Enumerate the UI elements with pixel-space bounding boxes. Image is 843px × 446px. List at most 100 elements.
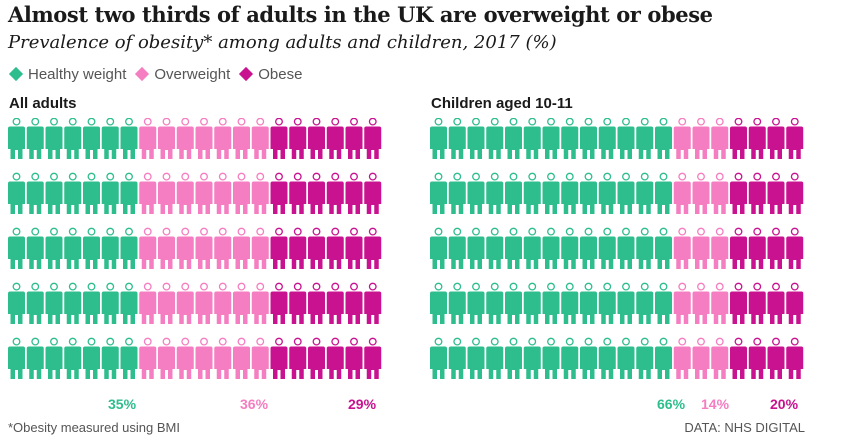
person-obese-56 <box>730 227 747 269</box>
person-healthy-45 <box>101 227 119 269</box>
person-overweight-87 <box>139 337 157 379</box>
person-obese-16 <box>308 118 325 159</box>
person-healthy-50 <box>617 227 635 269</box>
person-overweight-33 <box>673 172 691 214</box>
chart-title: Almost two thirds of adults in the UK ar… <box>8 2 713 27</box>
person-healthy-20 <box>8 172 25 214</box>
person-overweight-88 <box>158 337 175 379</box>
person-obese-57 <box>326 227 344 269</box>
person-healthy-41 <box>26 227 44 269</box>
person-obese-36 <box>730 172 747 214</box>
person-healthy-61 <box>448 282 466 324</box>
person-healthy-67 <box>561 282 579 324</box>
person-obese-99 <box>786 337 804 379</box>
person-healthy-65 <box>523 282 541 324</box>
person-healthy-49 <box>598 227 616 269</box>
person-healthy-90 <box>617 337 635 379</box>
person-healthy-5 <box>523 118 541 159</box>
person-healthy-21 <box>448 172 466 214</box>
person-obese-76 <box>308 282 325 324</box>
person-obese-78 <box>345 282 363 324</box>
children-overweight-pct: 14% <box>701 396 730 412</box>
person-healthy-10 <box>617 118 635 159</box>
person-obese-96 <box>308 337 325 379</box>
person-healthy-45 <box>523 227 541 269</box>
legend-item-obese: Obese <box>238 66 302 83</box>
person-overweight-14 <box>692 118 710 159</box>
person-healthy-62 <box>467 282 485 324</box>
person-obese-95 <box>289 337 307 379</box>
person-healthy-40 <box>430 227 447 269</box>
children-healthy-pct: 66% <box>657 396 686 412</box>
adults-healthy-pct: 35% <box>108 396 137 412</box>
person-overweight-72 <box>233 282 250 324</box>
person-healthy-5 <box>101 118 119 159</box>
person-obese-34 <box>270 172 288 214</box>
person-overweight-95 <box>711 337 729 379</box>
person-obese-17 <box>748 118 766 159</box>
person-healthy-4 <box>83 118 100 159</box>
person-obese-59 <box>364 227 382 269</box>
person-overweight-34 <box>692 172 710 214</box>
person-overweight-27 <box>139 172 157 214</box>
adults-panel-title: All adults <box>9 95 77 112</box>
person-obese-98 <box>767 337 785 379</box>
person-healthy-64 <box>83 282 100 324</box>
person-healthy-69 <box>598 282 616 324</box>
person-healthy-51 <box>636 227 654 269</box>
person-overweight-53 <box>251 227 269 269</box>
person-healthy-86 <box>120 337 138 379</box>
person-healthy-86 <box>542 337 560 379</box>
person-healthy-11 <box>636 118 654 159</box>
person-healthy-66 <box>542 282 560 324</box>
person-healthy-25 <box>523 172 541 214</box>
person-healthy-62 <box>45 282 63 324</box>
footnote: *Obesity measured using BMI <box>8 420 180 435</box>
legend-swatch-overweight <box>135 66 150 82</box>
person-overweight-71 <box>214 282 232 324</box>
person-overweight-30 <box>195 172 213 214</box>
person-healthy-89 <box>598 337 616 379</box>
person-healthy-40 <box>8 227 25 269</box>
person-obese-74 <box>270 282 288 324</box>
person-healthy-42 <box>467 227 485 269</box>
person-healthy-46 <box>120 227 138 269</box>
person-overweight-29 <box>176 172 194 214</box>
person-healthy-23 <box>486 172 504 214</box>
person-healthy-82 <box>45 337 63 379</box>
legend-label-obese: Obese <box>258 65 303 83</box>
person-overweight-70 <box>195 282 213 324</box>
person-healthy-22 <box>45 172 63 214</box>
person-obese-75 <box>289 282 307 324</box>
person-obese-19 <box>786 118 804 159</box>
source-credit: DATA: NHS DIGITAL <box>684 420 805 435</box>
person-obese-39 <box>786 172 804 214</box>
person-overweight-93 <box>673 337 691 379</box>
person-healthy-26 <box>542 172 560 214</box>
person-healthy-1 <box>26 118 44 159</box>
person-healthy-12 <box>655 118 672 159</box>
person-overweight-7 <box>139 118 157 159</box>
person-obese-94 <box>270 337 288 379</box>
person-overweight-52 <box>233 227 250 269</box>
person-healthy-92 <box>655 337 672 379</box>
person-healthy-30 <box>617 172 635 214</box>
person-healthy-83 <box>64 337 82 379</box>
person-overweight-50 <box>195 227 213 269</box>
person-overweight-94 <box>692 337 710 379</box>
person-obese-79 <box>786 282 804 324</box>
person-overweight-73 <box>673 282 691 324</box>
person-healthy-23 <box>64 172 82 214</box>
person-overweight-91 <box>214 337 232 379</box>
person-healthy-29 <box>598 172 616 214</box>
person-overweight-11 <box>214 118 232 159</box>
person-healthy-85 <box>523 337 541 379</box>
person-healthy-31 <box>636 172 654 214</box>
person-obese-54 <box>270 227 288 269</box>
person-obese-59 <box>786 227 804 269</box>
person-healthy-43 <box>64 227 82 269</box>
person-healthy-32 <box>655 172 672 214</box>
children-pictogram <box>430 118 804 379</box>
person-obese-56 <box>308 227 325 269</box>
person-healthy-88 <box>580 337 597 379</box>
